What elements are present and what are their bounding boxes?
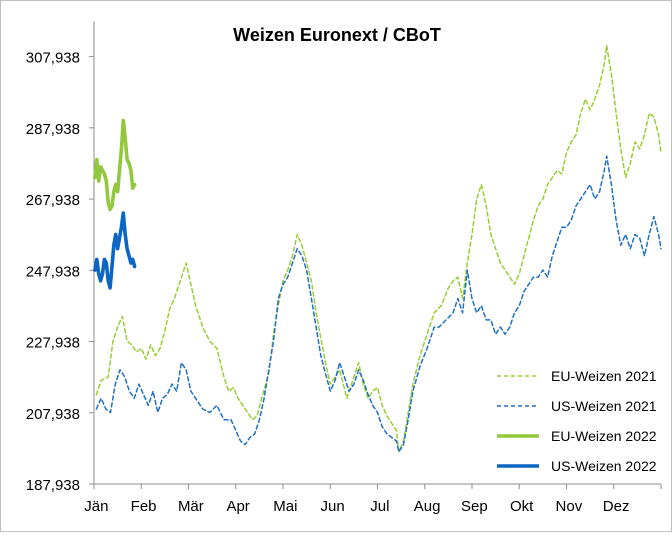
legend: EU-Weizen 2021 US-Weizen 2021 EU-Weizen 20… bbox=[497, 368, 657, 474]
x-tick-label: Aug bbox=[414, 498, 441, 515]
x-tick-label: Jän bbox=[84, 498, 108, 515]
y-tick-label: 307,938 bbox=[26, 50, 80, 67]
x-axis: Jän Feb Mär Apr Mai Jun Jul Aug Sep Okt Nov Dez bbox=[84, 483, 662, 515]
chart-title: Weizen Euronext / CBoT bbox=[233, 25, 441, 45]
series-line-eu-weizen-2021 bbox=[95, 44, 662, 453]
x-tick-label: Feb bbox=[131, 498, 157, 515]
x-tick-label: Apr bbox=[226, 498, 249, 515]
x-tick-label: Mär bbox=[178, 498, 204, 515]
series-line-us-weizen-2022 bbox=[93, 211, 137, 290]
y-tick-label: 287,938 bbox=[26, 121, 80, 138]
series-line-us-weizen-2021 bbox=[95, 155, 662, 453]
y-axis: 187,938 207,938 227,938 247,938 267,938 287,9… bbox=[26, 21, 95, 494]
x-tick-label: Okt bbox=[510, 498, 534, 515]
x-tick-label: Jun bbox=[321, 498, 345, 515]
series-line-eu-weizen-2022 bbox=[93, 118, 137, 212]
x-tick-label: Sep bbox=[461, 498, 488, 515]
x-tick-label: Jul bbox=[370, 498, 389, 515]
legend-label: EU-Weizen 2021 bbox=[551, 368, 657, 384]
y-tick-label: 207,938 bbox=[26, 406, 80, 423]
x-tick-label: Dez bbox=[603, 498, 630, 515]
x-tick-label: Nov bbox=[556, 498, 583, 515]
y-tick-label: 227,938 bbox=[26, 335, 80, 352]
y-tick-label: 267,938 bbox=[26, 192, 80, 209]
y-tick-label: 247,938 bbox=[26, 263, 80, 280]
legend-label: US-Weizen 2022 bbox=[551, 458, 657, 474]
y-tick-label: 187,938 bbox=[26, 477, 80, 494]
x-tick-label: Mai bbox=[273, 498, 297, 515]
legend-label: EU-Weizen 2022 bbox=[551, 428, 657, 444]
legend-label: US-Weizen 2021 bbox=[551, 398, 657, 414]
series-lines bbox=[93, 44, 662, 453]
